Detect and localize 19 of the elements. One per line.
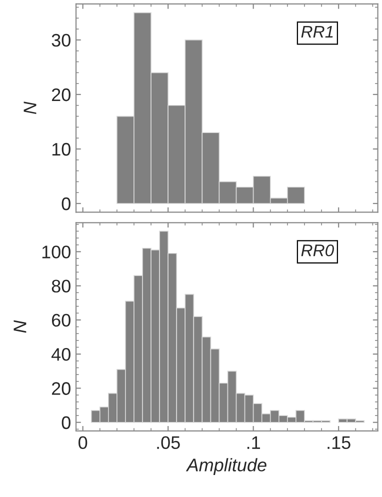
y-tick-label: 80 bbox=[52, 280, 70, 293]
y-tick-label: 20 bbox=[52, 88, 70, 102]
y-tick-label: 40 bbox=[51, 348, 70, 361]
y-axis-title: N bbox=[24, 102, 36, 114]
y-tick-label: 100 bbox=[42, 246, 70, 258]
y-tick-label: 60 bbox=[52, 314, 70, 327]
annotation: RR0 bbox=[301, 244, 334, 256]
x-tick-label: .1 bbox=[247, 436, 260, 449]
annotation: RR1 bbox=[301, 26, 333, 38]
x-axis-title: Amplitude bbox=[186, 458, 266, 475]
y-axis-title: N bbox=[14, 320, 26, 333]
y-tick-label: 0 bbox=[62, 416, 70, 430]
y-tick-label: 20 bbox=[52, 382, 70, 395]
x-tick-label: .05 bbox=[157, 436, 180, 450]
y-tick-label: 10 bbox=[52, 142, 70, 156]
x-tick-label: 0 bbox=[78, 436, 88, 450]
y-tick-label: 30 bbox=[52, 34, 70, 47]
x-tick-label: .15 bbox=[328, 436, 350, 450]
y-tick-label: 0 bbox=[62, 197, 70, 210]
